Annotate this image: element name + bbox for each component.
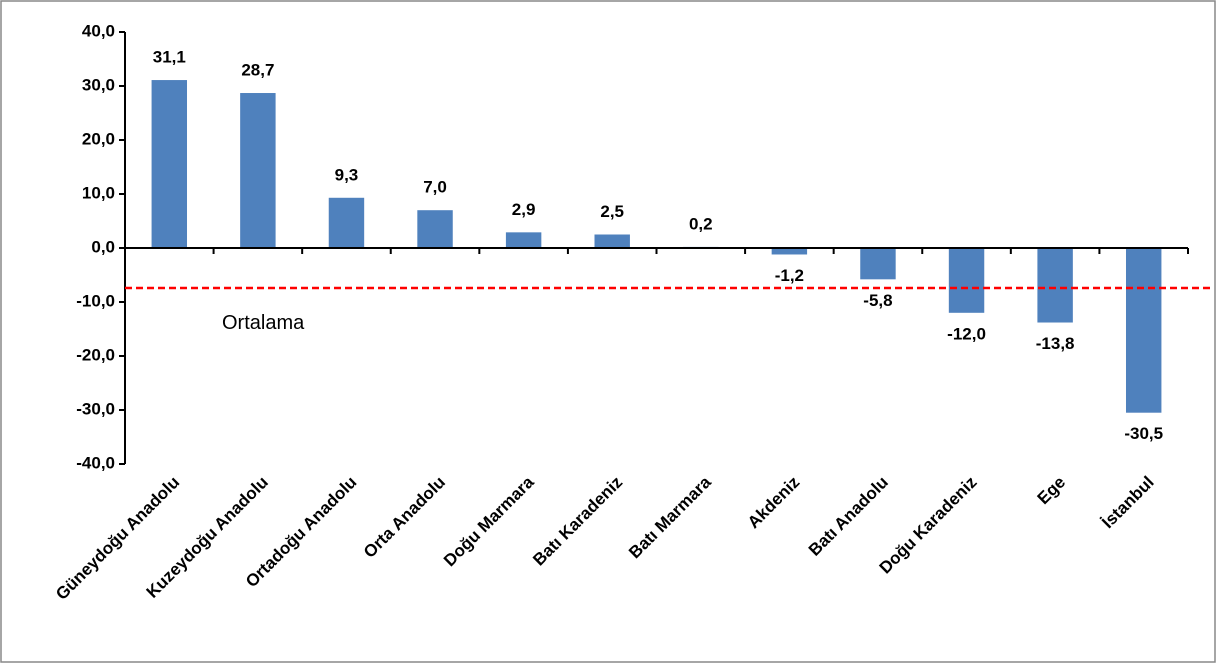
y-tick-label: -10,0	[76, 291, 115, 310]
bar	[1037, 248, 1073, 323]
y-tick-label: -30,0	[76, 399, 115, 418]
value-label: 0,2	[689, 214, 713, 233]
value-label: 2,9	[512, 200, 536, 219]
bar	[771, 248, 808, 255]
value-label: -5,8	[863, 291, 892, 310]
value-label: 7,0	[423, 178, 447, 197]
bar	[948, 248, 985, 313]
bar	[860, 248, 896, 280]
value-label: -1,2	[775, 266, 804, 285]
bar	[1125, 248, 1162, 413]
y-tick-label: 0,0	[91, 237, 115, 256]
bar	[328, 197, 365, 248]
y-tick-label: 40,0	[82, 21, 115, 40]
bar	[240, 93, 276, 249]
value-label: 28,7	[241, 61, 274, 80]
average-label: Ortalama	[222, 312, 305, 334]
value-label: 31,1	[153, 48, 186, 67]
bar	[151, 80, 188, 248]
value-label: -30,5	[1124, 424, 1163, 443]
value-label: 2,5	[600, 202, 624, 221]
bar	[594, 234, 630, 248]
bar	[505, 232, 542, 248]
value-label: -12,0	[947, 324, 986, 343]
y-tick-label: 20,0	[82, 129, 115, 148]
y-tick-label: 10,0	[82, 183, 115, 202]
y-tick-label: -20,0	[76, 345, 115, 364]
value-label: -13,8	[1036, 334, 1075, 353]
value-label: 9,3	[335, 165, 359, 184]
y-tick-label: -40,0	[76, 453, 115, 472]
bar	[417, 210, 453, 248]
y-tick-label: 30,0	[82, 75, 115, 94]
